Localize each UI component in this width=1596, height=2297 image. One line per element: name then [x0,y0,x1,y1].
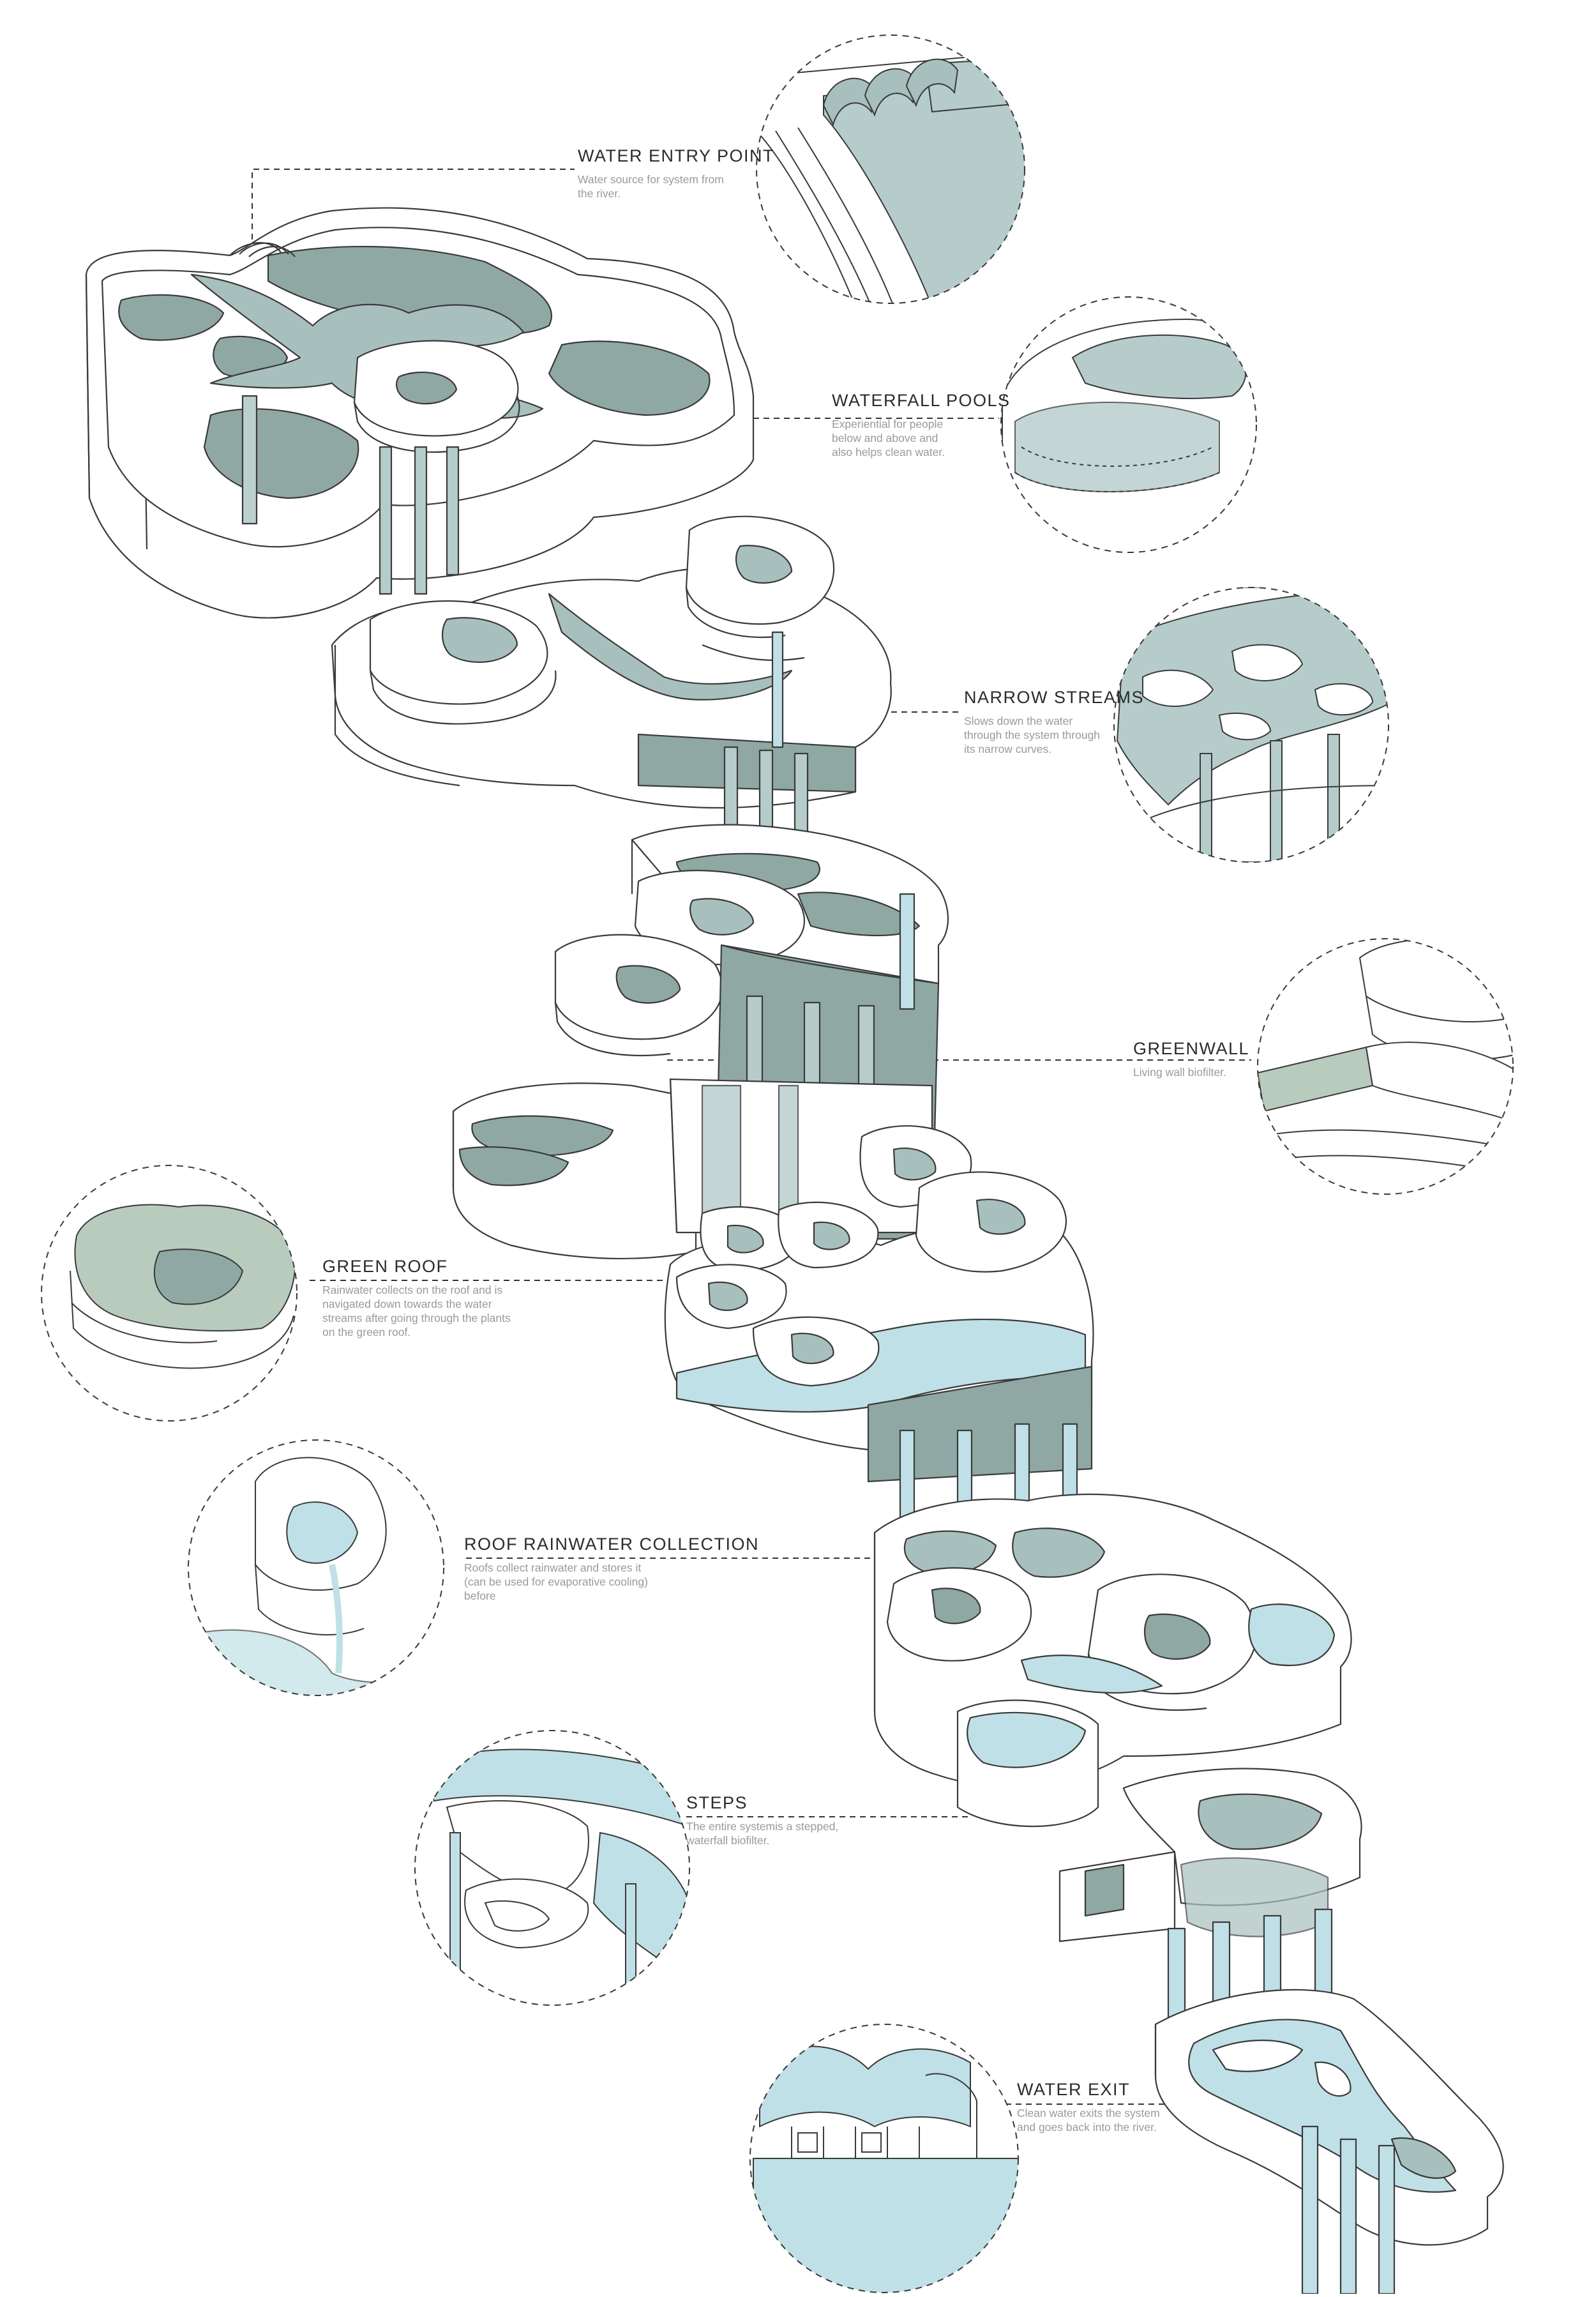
label-description: Rainwater collects on the roof and is na… [322,1283,511,1339]
water-exit-detail [749,2024,1019,2293]
section-six [873,1493,1352,1828]
water-entry-detail [756,34,1025,304]
description-line: Water source for system from [578,173,724,186]
narrow-streams-detail [1113,587,1389,863]
label-description: Experiential for people below and above … [832,417,1011,459]
description-line: its narrow curves. [964,743,1052,755]
roof-rainwater-detail [188,1439,444,1696]
label-green-roof: GREEN ROOF Rainwater collects on the roo… [322,1257,511,1339]
steps-detail [414,1730,690,2006]
description-line: and goes back into the river. [1017,2121,1157,2134]
description-line: Slows down the water [964,715,1073,727]
description-line: also helps clean water. [832,446,945,459]
description-line: Rainwater collects on the roof and is [322,1284,503,1296]
label-steps: STEPS The entire systemis a stepped, wat… [686,1793,838,1847]
section-top-platform [85,207,755,619]
label-description: Clean water exits the system and goes ba… [1017,2106,1160,2134]
description-line: below and above and [832,432,938,444]
description-line: Experiential for people [832,418,944,430]
description-line: Roofs collect rainwater and stores it [464,1561,642,1574]
description-line: navigated down towards the water [322,1298,492,1310]
label-title: WATERFALL POOLS [832,391,1011,410]
label-title: GREEN ROOF [322,1257,448,1276]
description-line: on the green roof. [322,1326,411,1338]
label-roof-rainwater-collection: ROOF RAINWATER COLLECTION Roofs collect … [464,1535,759,1603]
label-title: STEPS [686,1793,748,1812]
label-title: WATER ENTRY POINT [578,146,775,165]
waterfall-pools-detail [1000,296,1257,553]
label-narrow-streams: NARROW STREAMS Slows down the water thro… [964,688,1144,756]
label-description: Roofs collect rainwater and stores it (c… [464,1561,759,1603]
leader-water-entry [252,169,575,239]
label-description: Water source for system from the river. [578,172,774,201]
main-structure [85,207,1504,2295]
label-waterfall-pools: WATERFALL POOLS Experiential for people … [832,391,1011,459]
section-exit [1154,1989,1504,2295]
section-two [331,515,892,844]
description-line: (can be used for evaporative cooling) [464,1575,648,1588]
description-line: The entire systemis a stepped, [686,1820,839,1833]
label-water-exit: WATER EXIT Clean water exits the system … [1017,2080,1160,2134]
description-line: streams after going through the plants [322,1312,511,1324]
label-description: Living wall biofilter. [1133,1065,1249,1079]
section-five [664,1125,1094,1521]
label-title: GREENWALL [1133,1039,1250,1058]
description-line: Living wall biofilter. [1133,1066,1226,1079]
label-title: NARROW STREAMS [964,688,1145,707]
label-description: The entire systemis a stepped, waterfall… [686,1819,838,1847]
description-line: waterfall biofilter. [686,1834,770,1847]
description-line: before [464,1589,496,1602]
label-greenwall: GREENWALL Living wall biofilter. [1133,1039,1249,1079]
section-seven [1058,1768,1362,2032]
description-line: the river. [578,187,621,200]
description-line: Clean water exits the system [1017,2107,1160,2119]
label-title: ROOF RAINWATER COLLECTION [464,1535,760,1554]
green-roof-detail [41,1165,297,1421]
label-water-entry-point: WATER ENTRY POINT Water source for syste… [578,146,774,201]
label-description: Slows down the water through the system … [964,714,1144,756]
description-line: through the system through [964,729,1101,741]
label-title: WATER EXIT [1017,2080,1130,2099]
greenwall-detail [1257,938,1514,1195]
